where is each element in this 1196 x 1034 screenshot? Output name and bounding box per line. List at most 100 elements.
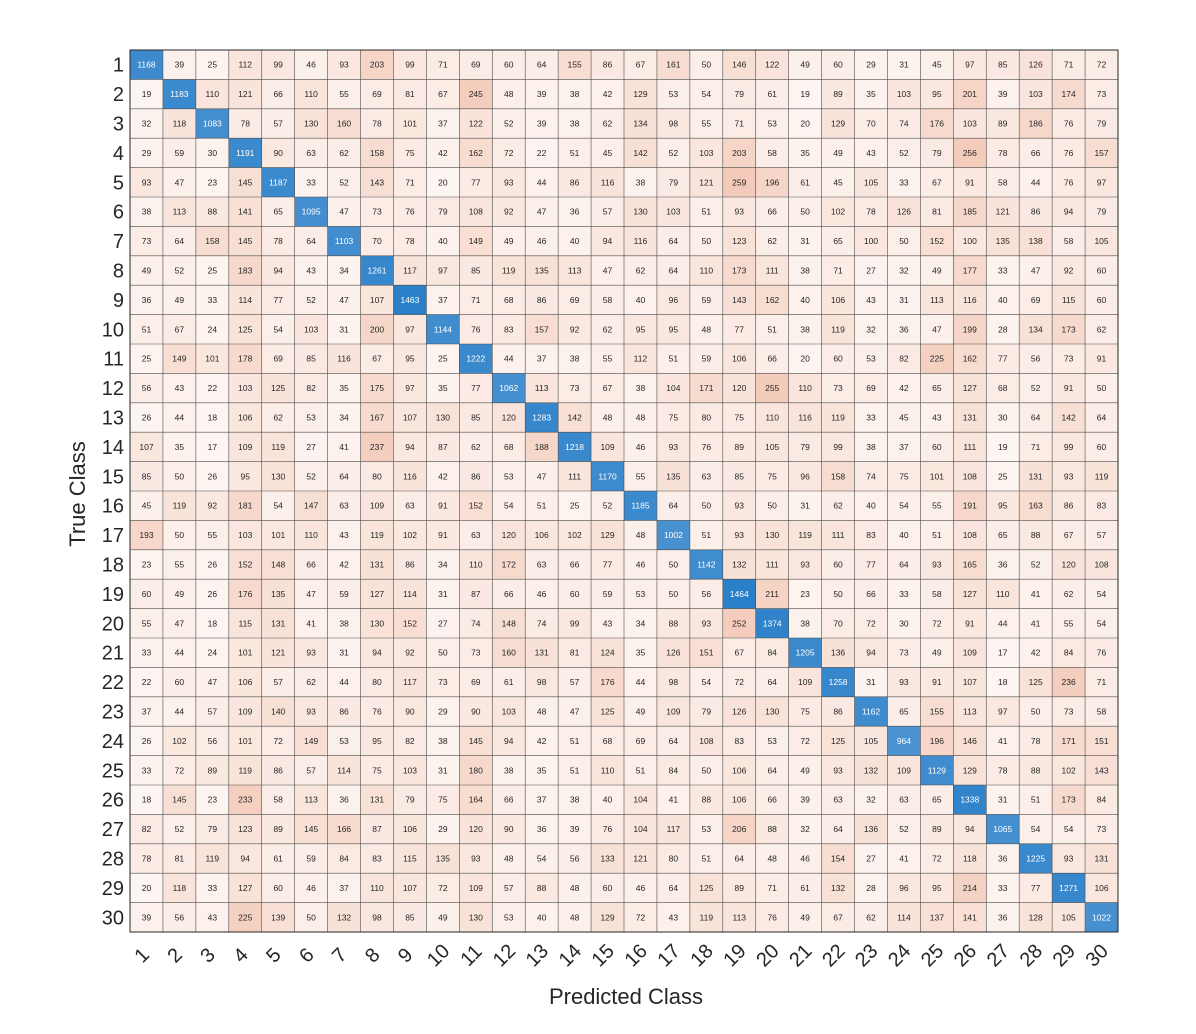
- matrix-cell-15-9: [393, 461, 427, 491]
- matrix-cell-1-26: [953, 50, 987, 80]
- matrix-cell-3-10: [426, 108, 460, 139]
- matrix-cell-29-30: [1085, 873, 1118, 903]
- cell-value-12-4: 103: [238, 383, 252, 393]
- cell-value-20-24: 30: [899, 618, 909, 628]
- row-tick-label: 2: [113, 84, 124, 106]
- cell-value-2-27: 39: [998, 89, 1008, 99]
- matrix-cell-11-17: [656, 344, 690, 374]
- cell-value-22-16: 44: [636, 677, 646, 687]
- cell-value-19-12: 66: [504, 589, 514, 599]
- matrix-cell-8-26: [953, 255, 987, 286]
- cell-value-22-3: 47: [208, 677, 218, 687]
- column-tick-label: 12: [489, 940, 520, 971]
- matrix-cell-1-22: [821, 50, 855, 80]
- cell-value-10-22: 119: [831, 324, 845, 334]
- matrix-cell-16-21: [788, 491, 822, 521]
- matrix-cell-4-13: [525, 138, 559, 168]
- matrix-cell-24-15: [591, 726, 624, 756]
- matrix-cell-29-7: [327, 873, 361, 903]
- cell-value-29-16: 46: [636, 883, 646, 893]
- matrix-cell-3-30: [1085, 108, 1118, 139]
- matrix-cell-4-16: [624, 138, 657, 168]
- cell-value-26-14: 38: [570, 795, 580, 805]
- cell-value-27-13: 36: [537, 824, 547, 834]
- cell-value-13-23: 33: [866, 413, 876, 423]
- matrix-cell-7-11: [459, 226, 493, 256]
- matrix-cell-8-13: [525, 255, 559, 286]
- cell-value-8-16: 62: [636, 266, 646, 276]
- cell-value-9-1: 36: [142, 295, 152, 305]
- cell-value-10-26: 199: [963, 324, 977, 334]
- matrix-cell-29-10: [426, 873, 460, 903]
- matrix-cell-23-3: [195, 696, 229, 727]
- matrix-cell-9-14: [558, 285, 592, 315]
- cell-value-24-8: 95: [372, 736, 382, 746]
- matrix-cell-28-4: [228, 843, 262, 874]
- cell-value-13-8: 167: [370, 413, 384, 423]
- matrix-cell-9-9: [393, 285, 427, 315]
- matrix-cell-16-7: [327, 491, 361, 521]
- cell-value-3-26: 103: [963, 119, 977, 129]
- cell-value-30-17: 43: [669, 912, 679, 922]
- cell-value-18-29: 120: [1062, 560, 1076, 570]
- cell-value-4-25: 79: [932, 148, 942, 158]
- cell-value-8-25: 49: [932, 266, 942, 276]
- matrix-cell-2-10: [426, 79, 460, 109]
- cell-value-18-6: 66: [306, 560, 316, 570]
- row-tick-label: 4: [113, 143, 124, 165]
- matrix-cell-13-23: [854, 402, 888, 433]
- cell-value-26-25: 65: [932, 795, 942, 805]
- matrix-cell-1-13: [525, 50, 559, 80]
- cell-value-1-23: 29: [866, 60, 876, 70]
- cell-value-6-2: 113: [173, 207, 187, 217]
- cell-value-14-28: 71: [1031, 442, 1041, 452]
- cell-value-14-9: 94: [405, 442, 415, 452]
- cell-value-12-5: 125: [271, 383, 285, 393]
- matrix-cell-21-13: [525, 638, 559, 668]
- column-tick-label: 6: [295, 944, 318, 967]
- matrix-cell-1-3: [195, 50, 229, 80]
- cell-value-1-17: 161: [666, 60, 680, 70]
- cell-value-7-15: 94: [603, 236, 613, 246]
- matrix-cell-6-9: [393, 197, 427, 227]
- matrix-cell-16-8: [360, 491, 394, 521]
- cell-value-6-3: 88: [208, 207, 218, 217]
- cell-value-17-21: 119: [798, 530, 812, 540]
- matrix-cell-4-29: [1052, 138, 1086, 168]
- matrix-cell-26-5: [261, 785, 295, 815]
- matrix-cell-1-10: [426, 50, 460, 80]
- matrix-cell-23-14: [558, 696, 592, 727]
- matrix-cell-29-11: [459, 873, 493, 903]
- cell-value-21-29: 84: [1064, 648, 1074, 658]
- cell-value-19-1: 60: [142, 589, 152, 599]
- cell-value-2-24: 103: [897, 89, 911, 99]
- matrix-cell-10-30: [1085, 314, 1118, 344]
- matrix-cell-8-6: [294, 255, 328, 286]
- cell-value-18-17: 50: [669, 560, 679, 570]
- matrix-cell-6-1: [130, 197, 163, 227]
- cell-value-8-13: 135: [535, 266, 549, 276]
- matrix-cell-21-3: [195, 638, 229, 668]
- matrix-cell-25-22: [821, 755, 855, 785]
- matrix-cell-2-6: [294, 79, 328, 109]
- cell-value-27-14: 39: [570, 824, 580, 834]
- cell-value-2-30: 73: [1097, 89, 1107, 99]
- matrix-cell-6-10: [426, 197, 460, 227]
- cell-value-22-30: 71: [1097, 677, 1107, 687]
- matrix-cell-28-25: [920, 843, 954, 874]
- cell-value-25-29: 102: [1062, 765, 1076, 775]
- matrix-cell-3-9: [393, 108, 427, 139]
- cell-value-15-29: 93: [1064, 471, 1074, 481]
- cell-value-6-12: 92: [504, 207, 514, 217]
- cell-value-24-24: 964: [897, 736, 911, 746]
- matrix-cell-7-1: [130, 226, 163, 256]
- cell-value-4-14: 51: [570, 148, 580, 158]
- cell-value-2-20: 61: [767, 89, 777, 99]
- cell-value-17-12: 120: [502, 530, 516, 540]
- matrix-cell-9-26: [953, 285, 987, 315]
- cell-value-1-5: 99: [273, 60, 283, 70]
- cell-value-28-22: 154: [831, 854, 845, 864]
- matrix-cell-20-17: [656, 608, 690, 638]
- cell-value-18-18: 1142: [697, 560, 716, 570]
- matrix-cell-16-5: [261, 491, 295, 521]
